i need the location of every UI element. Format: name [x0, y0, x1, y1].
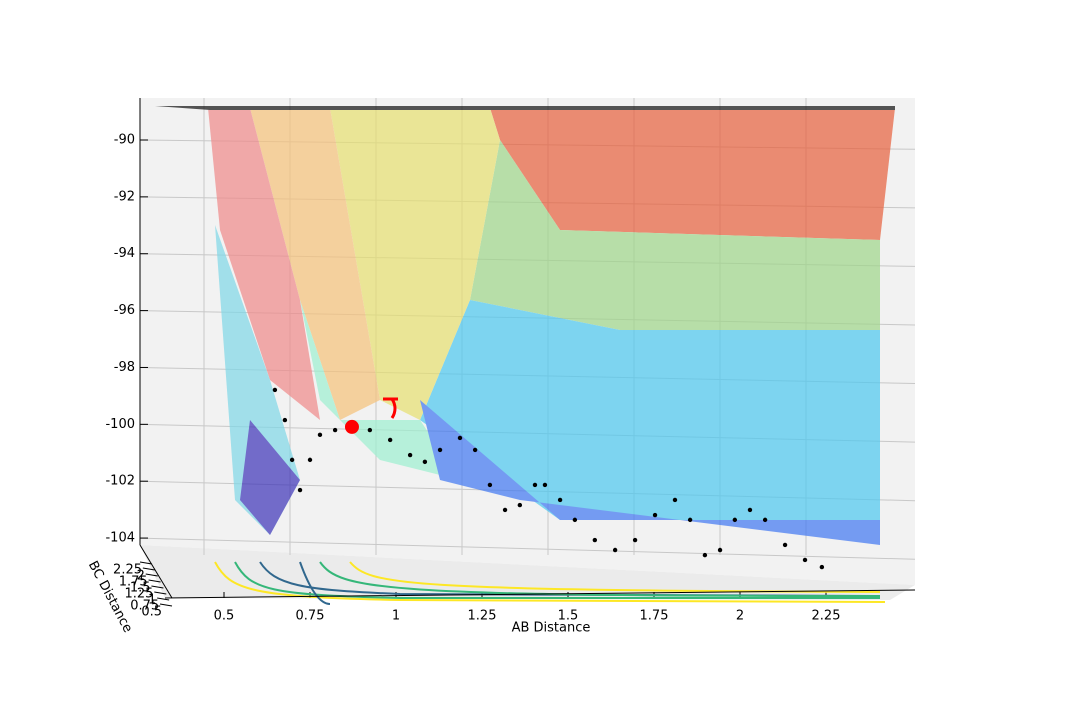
y-tick — [148, 579, 161, 583]
x-axis-line — [164, 589, 916, 599]
z-tick-label: -100 — [105, 417, 135, 432]
trajectory-point — [572, 517, 578, 523]
y-tick-label: 2 — [137, 569, 145, 584]
trajectory-point — [732, 517, 738, 523]
y-tick-label: 1.25 — [124, 587, 153, 602]
y-tick-label: 1.75 — [119, 575, 148, 590]
y-tick — [139, 561, 153, 565]
trajectory-point — [542, 482, 548, 488]
trajectory-point — [702, 552, 708, 558]
trajectory-point — [592, 537, 598, 543]
trajectory-point — [297, 487, 303, 493]
y-tick — [157, 597, 170, 601]
z-tick-label: -90 — [114, 133, 135, 148]
trajectory-point — [282, 417, 288, 423]
grid-line — [139, 537, 916, 560]
z-tick-label: -102 — [105, 474, 135, 489]
trajectory-point — [747, 507, 753, 513]
trajectory-point — [557, 497, 563, 503]
y-tick — [142, 567, 155, 571]
y-tick — [151, 585, 164, 589]
x-tick-label: 2.25 — [812, 609, 841, 624]
surface — [155, 106, 895, 545]
plot-area — [272, 387, 825, 570]
y-tick — [154, 591, 167, 595]
floor-contours — [214, 561, 886, 605]
trajectory-point — [307, 457, 313, 463]
x-tick-label: 1.5 — [558, 609, 579, 624]
y-tick — [159, 603, 173, 607]
z-tick-label: -92 — [114, 189, 135, 204]
trajectory-point — [612, 547, 618, 553]
trajectory-point — [472, 447, 478, 453]
y-axis-line — [139, 544, 173, 599]
y-tick-label: 0.5 — [141, 605, 162, 620]
x-tick-label: 1.75 — [640, 609, 669, 624]
trajectory-point — [272, 387, 278, 393]
z-tick-label: -94 — [114, 246, 135, 261]
start-marker-tail — [383, 397, 398, 419]
trajectory-point — [802, 557, 808, 563]
trajectory-point — [387, 437, 393, 443]
trajectory-point — [819, 564, 825, 570]
trajectory-point — [407, 452, 413, 458]
x-tick-label: 1 — [392, 609, 400, 624]
x-tick-label: 1.25 — [468, 609, 497, 624]
floor-pane — [140, 545, 915, 600]
y-tick-label: 2.25 — [113, 563, 142, 578]
x-axis-label: AB Distance — [512, 621, 591, 636]
z-tick-label: -104 — [105, 531, 135, 546]
x-tick-label: 0.75 — [296, 609, 325, 624]
x-tick-label: 2 — [736, 609, 744, 624]
y-tick-label: 1.5 — [130, 581, 151, 596]
trajectory-point — [532, 482, 538, 488]
trajectory-point — [782, 542, 788, 548]
y-tick — [145, 573, 158, 577]
trajectory-point — [517, 502, 523, 508]
trajectory-point — [332, 427, 338, 433]
z-tick-label: -96 — [114, 303, 135, 318]
z-tick-label: -98 — [114, 360, 135, 375]
trajectory-point — [672, 497, 678, 503]
trajectory-point — [632, 537, 638, 543]
trajectory-point — [717, 547, 723, 553]
y-tick-label: 0.75 — [130, 599, 159, 614]
start-point — [344, 419, 359, 434]
trajectory-point — [687, 517, 693, 523]
x-tick-label: 0.5 — [214, 609, 235, 624]
trajectory-point — [487, 482, 493, 488]
trajectory-point — [457, 435, 463, 441]
y-tick-label: 1 — [148, 593, 156, 608]
trajectory-point — [317, 432, 323, 438]
trajectory-point — [502, 507, 508, 513]
trajectory-point — [762, 517, 768, 523]
trajectory-point — [289, 457, 295, 463]
trajectory-point — [652, 512, 658, 518]
trajectory-point — [422, 459, 428, 465]
trajectory-point — [367, 427, 373, 433]
trajectory-point — [437, 447, 443, 453]
